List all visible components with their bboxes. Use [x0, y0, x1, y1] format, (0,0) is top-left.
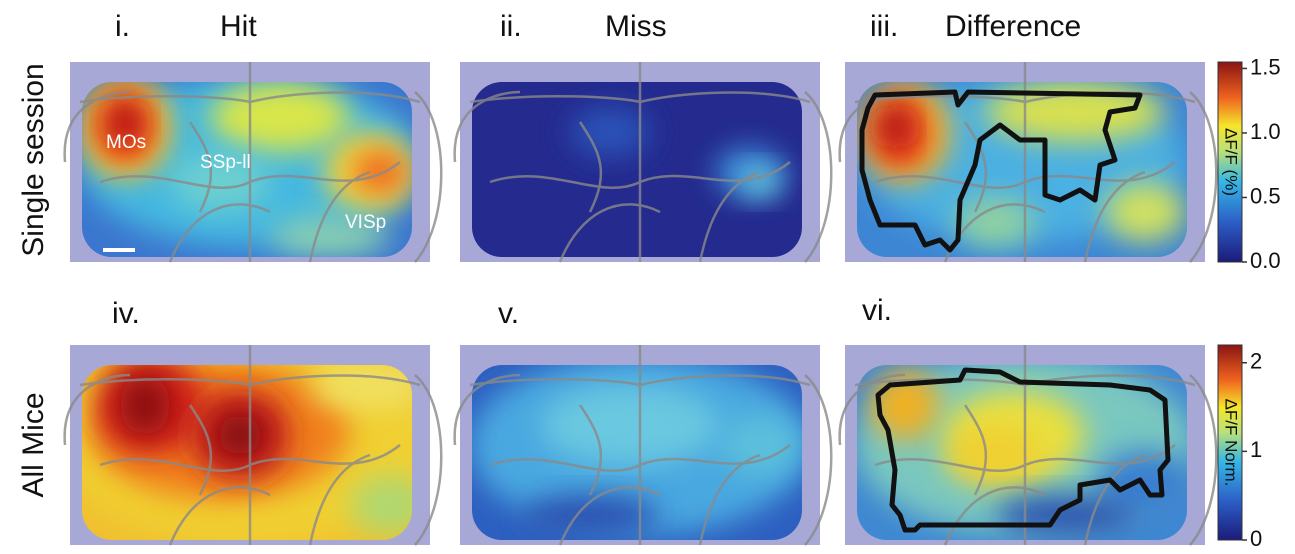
heat-blob: [218, 415, 262, 455]
heatmap: [455, 62, 832, 262]
tick-label: 0.0: [1250, 248, 1281, 273]
panel-label: iii.: [870, 10, 898, 43]
tick-label: 0: [1250, 526, 1262, 551]
panel-label: v.: [498, 297, 519, 330]
panel-label: iv.: [112, 297, 140, 330]
annotation: VISp: [345, 212, 386, 233]
panel-title: Hit: [220, 10, 257, 43]
tick-label: 1: [1250, 437, 1262, 462]
heat-blob: [120, 375, 170, 435]
heat-blob: [879, 107, 911, 147]
panel-label: i.: [115, 10, 130, 43]
row-label: Single session: [17, 63, 50, 256]
heat-blob: [352, 150, 408, 194]
figure: Single session All Mice i. Hit ii. Miss …: [0, 0, 1295, 554]
tick-label: 1.5: [1250, 54, 1281, 79]
heat-blob: [570, 107, 650, 157]
heat: [472, 82, 802, 257]
tick-label: 2: [1250, 349, 1262, 374]
tick-label: 0.5: [1250, 183, 1281, 208]
colorbar-label: ΔF/F Norm.: [1222, 399, 1241, 487]
heatmap: [455, 345, 832, 545]
heatmap: [840, 345, 1217, 545]
heatmap: [60, 345, 441, 545]
heat-blob: [995, 495, 1135, 535]
heat-blob: [945, 425, 1045, 485]
tick-label: 1.0: [1250, 119, 1281, 144]
panel-label: vi.: [862, 294, 892, 327]
colorbars: ΔF/F (%) 0.0 0.5 1.0 1.5 ΔF/F Norm. 0 1 2: [1218, 54, 1281, 551]
panel-title: Miss: [605, 10, 667, 43]
colorbar-label: ΔF/F (%): [1222, 128, 1241, 196]
row-label: All Mice: [17, 392, 50, 497]
panel-title: Difference: [945, 10, 1081, 43]
panel-label: ii.: [500, 10, 522, 43]
panels: [60, 62, 1216, 545]
heat-blob: [540, 385, 720, 465]
annotation: MOs: [106, 132, 146, 153]
annotation: SSp-ll: [200, 152, 251, 173]
